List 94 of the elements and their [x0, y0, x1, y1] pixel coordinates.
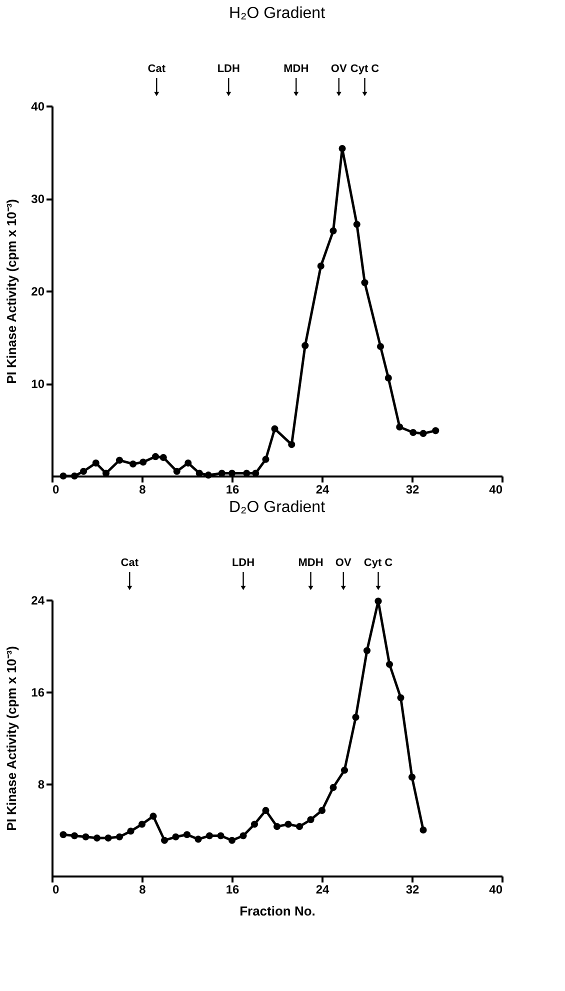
- point: [318, 806, 326, 814]
- point: [172, 833, 180, 840]
- point: [376, 342, 384, 350]
- point: [408, 774, 416, 781]
- y-tick-label: 20: [31, 284, 45, 298]
- ref-line-label: OV: [330, 63, 348, 75]
- y-tick-label: 30: [31, 192, 45, 206]
- point: [250, 820, 258, 828]
- chart-title: D₂O Gradient: [228, 499, 326, 516]
- x-tick-label: 16: [226, 882, 240, 896]
- x-tick-label: 32: [406, 882, 420, 896]
- point: [173, 468, 180, 475]
- point: [386, 660, 394, 668]
- point: [420, 826, 427, 834]
- x-axis-title: Fraction No.: [240, 904, 316, 918]
- point: [296, 823, 304, 830]
- point: [80, 468, 88, 475]
- point: [330, 784, 337, 791]
- point: [184, 460, 192, 467]
- point: [140, 458, 147, 466]
- ref-line-label: Cat: [148, 63, 166, 75]
- ref-line-label: Cat: [120, 557, 139, 569]
- point: [160, 454, 167, 462]
- point: [60, 472, 67, 480]
- point: [273, 823, 281, 830]
- point: [116, 833, 124, 840]
- point: [397, 694, 404, 702]
- point: [262, 806, 270, 814]
- point: [363, 647, 371, 654]
- point: [70, 472, 78, 480]
- x-tick-label: 40: [489, 482, 503, 496]
- x-tick-label: 8: [139, 882, 146, 896]
- point: [374, 598, 382, 605]
- point: [60, 831, 67, 838]
- x-tick-label: 8: [139, 482, 146, 496]
- y-axis-title: PI Kinase Activity (cpm x 10⁻³): [4, 646, 20, 831]
- ref-line-label: OV: [335, 557, 352, 569]
- y-tick-label: 24: [31, 594, 45, 608]
- point: [92, 460, 100, 467]
- y-tick-label: 40: [31, 100, 45, 114]
- chart-title: H₂O Gradient: [228, 5, 326, 22]
- ref-line-label: Cyt C: [350, 63, 380, 75]
- point: [307, 816, 314, 824]
- point: [330, 227, 337, 234]
- point: [228, 836, 236, 844]
- x-tick-label: 0: [52, 482, 60, 496]
- point: [217, 832, 224, 840]
- point: [420, 430, 427, 437]
- x-tick-label: 32: [406, 482, 420, 496]
- point: [353, 220, 360, 228]
- y-tick-label: 8: [38, 778, 45, 792]
- point: [127, 828, 134, 835]
- point: [317, 262, 324, 270]
- point: [240, 832, 247, 840]
- x-tick-label: 16: [226, 482, 240, 496]
- point: [352, 714, 360, 721]
- point: [93, 834, 101, 842]
- point: [160, 836, 168, 844]
- x-tick-label: 24: [316, 882, 330, 896]
- point: [82, 833, 90, 840]
- point: [138, 820, 146, 828]
- x-tick-label: 0: [52, 882, 60, 896]
- point: [183, 831, 191, 838]
- point: [116, 456, 124, 464]
- point: [384, 374, 392, 382]
- point: [410, 428, 417, 436]
- point: [206, 832, 214, 840]
- y-tick-label: 10: [31, 377, 45, 391]
- ref-line-label: MDH: [298, 557, 324, 569]
- point: [70, 832, 78, 840]
- point: [288, 441, 296, 448]
- point: [150, 812, 157, 820]
- x-tick-label: 40: [489, 882, 503, 896]
- x-tick-label: 24: [316, 482, 330, 496]
- point: [194, 836, 202, 843]
- point: [152, 453, 160, 460]
- point: [361, 279, 368, 286]
- ref-line-label: LDH: [232, 557, 255, 569]
- ref-line-label: Cyt C: [364, 557, 393, 569]
- point: [338, 145, 346, 152]
- point: [271, 425, 278, 432]
- point: [284, 820, 292, 828]
- point: [204, 472, 212, 479]
- y-tick-label: 16: [31, 686, 45, 700]
- ref-line-label: LDH: [217, 63, 240, 75]
- point: [129, 460, 137, 468]
- point: [396, 423, 404, 431]
- point: [262, 456, 270, 463]
- point: [340, 766, 348, 774]
- point: [432, 427, 440, 434]
- point: [302, 342, 309, 350]
- y-axis-title: PI Kinase Activity (cpm x 10⁻³): [4, 199, 20, 384]
- ref-line-label: MDH: [284, 63, 309, 75]
- point: [104, 834, 112, 842]
